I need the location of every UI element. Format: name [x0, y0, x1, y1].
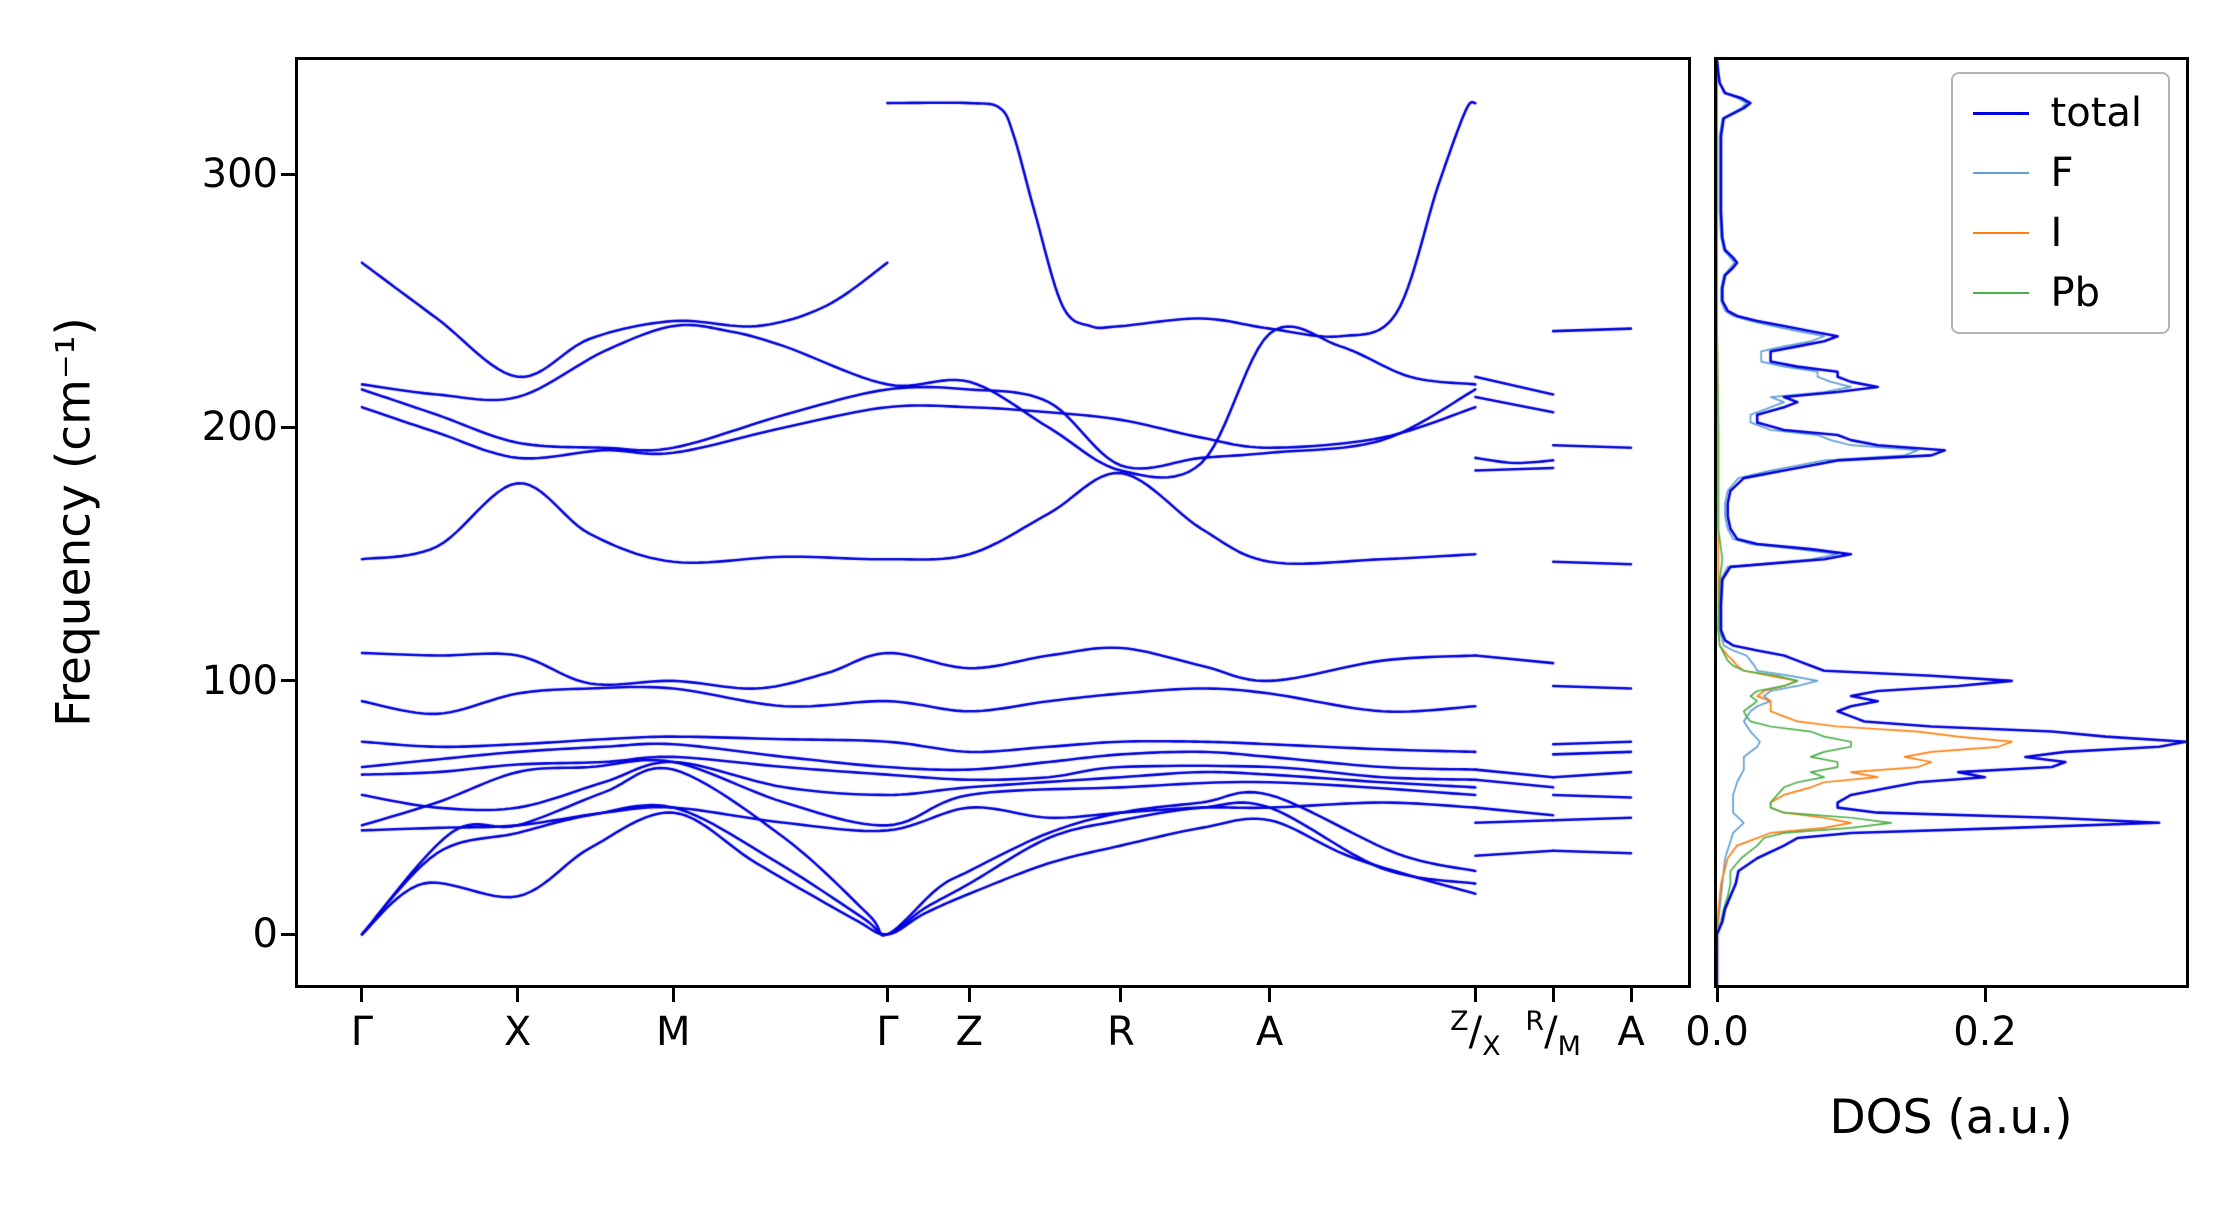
k-tick-label-0-gamma: Γ: [350, 1009, 374, 1055]
k-label-sub: M: [1557, 1031, 1581, 1062]
legend-item-total: total: [1972, 84, 2142, 142]
k-label-sup: R: [1525, 1006, 1545, 1037]
k-tick-label-4-z: Z: [955, 1009, 984, 1055]
k-tick-mark-4-z: [967, 988, 971, 1002]
band-structure-panel: [295, 57, 1691, 988]
k-tick-mark-8-r-m: [1551, 988, 1555, 1002]
k-tick-mark-5-r: [1119, 988, 1123, 1002]
legend-line-pb: [1972, 292, 2029, 294]
legend-line-f: [1972, 172, 2029, 174]
k-tick-mark-3-gamma: [885, 988, 889, 1002]
legend: total F I Pb: [1950, 72, 2170, 334]
k-tick-label-3-gamma: Γ: [876, 1009, 899, 1055]
dos-x-tick-label-0.0: 0.0: [1685, 1009, 1749, 1055]
y-tick-mark-300: [281, 172, 295, 176]
legend-item-f: F: [1972, 144, 2142, 202]
k-tick-label-1-x: X: [503, 1009, 532, 1055]
legend-label-pb: Pb: [2050, 270, 2101, 316]
y-tick-label-200: 200: [201, 404, 278, 451]
y-tick-mark-0: [281, 932, 295, 936]
k-tick-mark-9-a: [1629, 988, 1633, 1002]
dos-x-tick-label-0.2: 0.2: [1953, 1009, 2017, 1055]
y-tick-label-0: 0: [252, 911, 278, 958]
k-label-sub: X: [1482, 1031, 1501, 1062]
k-tick-mark-7-z-x: [1473, 988, 1477, 1002]
legend-label-f: F: [2050, 150, 2074, 196]
band-structure-plot: [298, 60, 1688, 985]
k-tick-mark-1-x: [516, 988, 520, 1002]
k-label-sup: Z: [1450, 1006, 1469, 1037]
k-tick-mark-6-a: [1268, 988, 1272, 1002]
legend-label-i: I: [2050, 210, 2063, 256]
legend-item-i: I: [1972, 204, 2142, 262]
k-tick-mark-0-gamma: [360, 988, 364, 1002]
dos-x-tick-mark-0.0: [1715, 988, 1719, 1002]
y-tick-label-300: 300: [201, 151, 278, 198]
k-tick-label-9-a: A: [1617, 1009, 1645, 1055]
k-tick-label-2-m: M: [656, 1009, 691, 1055]
k-tick-label-8-r-m: R/M: [1525, 1006, 1581, 1062]
y-tick-mark-100: [281, 679, 295, 683]
legend-item-pb: Pb: [1972, 264, 2142, 322]
dos-x-tick-mark-0.2: [1983, 988, 1987, 1002]
y-tick-mark-200: [281, 425, 295, 429]
y-tick-label-100: 100: [201, 657, 278, 704]
k-tick-label-6-a: A: [1255, 1009, 1284, 1055]
legend-line-total: [1972, 111, 2029, 115]
k-tick-label-5-r: R: [1106, 1009, 1135, 1055]
dos-x-axis-label: DOS (a.u.): [1829, 1090, 2073, 1145]
dos-panel: total F I Pb: [1714, 57, 2189, 988]
legend-line-i: [1972, 232, 2029, 234]
y-axis-label: Frequency (cm⁻¹): [46, 317, 102, 727]
k-tick-mark-2-m: [671, 988, 675, 1002]
k-tick-label-7-z-x: Z/X: [1450, 1006, 1501, 1062]
legend-label-total: total: [2050, 90, 2142, 136]
